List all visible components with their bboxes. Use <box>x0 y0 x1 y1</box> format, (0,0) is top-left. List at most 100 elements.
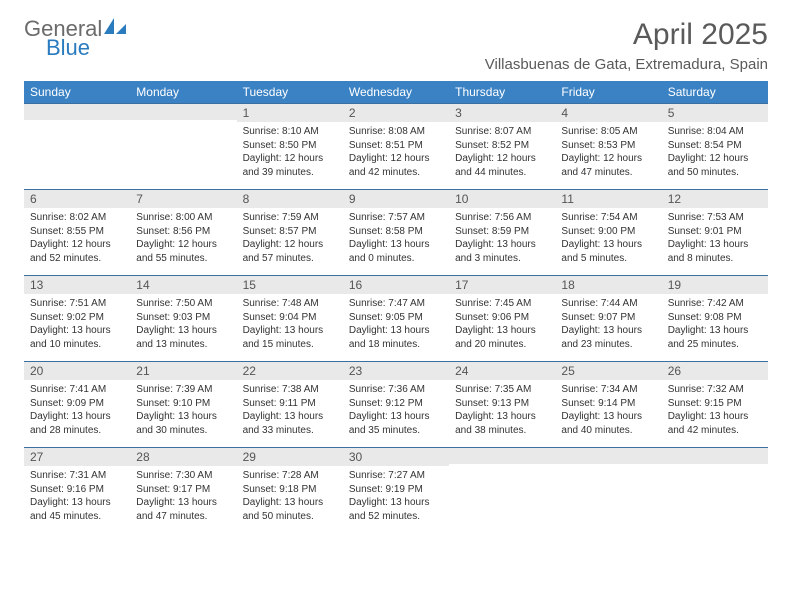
weekday-header: Saturday <box>662 81 768 104</box>
day-content: Sunrise: 7:36 AMSunset: 9:12 PMDaylight:… <box>343 380 449 443</box>
day-cell: 19Sunrise: 7:42 AMSunset: 9:08 PMDayligh… <box>662 276 768 362</box>
day-cell: 4 Sunrise: 8:05 AMSunset: 8:53 PMDaylight… <box>555 104 661 190</box>
daylight-text: Daylight: 13 hours and 13 minutes. <box>136 324 230 351</box>
day-content: Sunrise: 7:50 AMSunset: 9:03 PMDaylight:… <box>130 294 236 357</box>
day-number: 12 <box>662 190 768 208</box>
day-number: 7 <box>130 190 236 208</box>
sunset-text: Sunset: 9:13 PM <box>455 397 549 411</box>
day-cell: 16Sunrise: 7:47 AMSunset: 9:05 PMDayligh… <box>343 276 449 362</box>
sunrise-text: Sunrise: 7:35 AM <box>455 383 549 397</box>
day-content: Sunrise: 7:44 AMSunset: 9:07 PMDaylight:… <box>555 294 661 357</box>
sunrise-text: Sunrise: 7:59 AM <box>243 211 337 225</box>
day-cell <box>662 448 768 534</box>
week-row: 13Sunrise: 7:51 AMSunset: 9:02 PMDayligh… <box>24 276 768 362</box>
sunrise-text: Sunrise: 7:38 AM <box>243 383 337 397</box>
sunset-text: Sunset: 9:04 PM <box>243 311 337 325</box>
day-cell: 21Sunrise: 7:39 AMSunset: 9:10 PMDayligh… <box>130 362 236 448</box>
daylight-text: Daylight: 13 hours and 8 minutes. <box>668 238 762 265</box>
day-content: Sunrise: 8:04 AMSunset: 8:54 PMDaylight:… <box>662 122 768 185</box>
daylight-text: Daylight: 13 hours and 10 minutes. <box>30 324 124 351</box>
sunrise-text: Sunrise: 7:56 AM <box>455 211 549 225</box>
day-cell <box>555 448 661 534</box>
daylight-text: Daylight: 13 hours and 25 minutes. <box>668 324 762 351</box>
sunrise-text: Sunrise: 7:34 AM <box>561 383 655 397</box>
day-number: 30 <box>343 448 449 466</box>
day-cell: 25Sunrise: 7:34 AMSunset: 9:14 PMDayligh… <box>555 362 661 448</box>
sunrise-text: Sunrise: 8:05 AM <box>561 125 655 139</box>
day-number: 29 <box>237 448 343 466</box>
day-content: Sunrise: 7:34 AMSunset: 9:14 PMDaylight:… <box>555 380 661 443</box>
daylight-text: Daylight: 12 hours and 42 minutes. <box>349 152 443 179</box>
day-cell: 12Sunrise: 7:53 AMSunset: 9:01 PMDayligh… <box>662 190 768 276</box>
daylight-text: Daylight: 13 hours and 38 minutes. <box>455 410 549 437</box>
sunrise-text: Sunrise: 7:44 AM <box>561 297 655 311</box>
day-content: Sunrise: 7:27 AMSunset: 9:19 PMDaylight:… <box>343 466 449 529</box>
day-content <box>24 120 130 129</box>
logo: General Blue <box>24 18 126 59</box>
day-content: Sunrise: 7:51 AMSunset: 9:02 PMDaylight:… <box>24 294 130 357</box>
calendar-table: Sunday Monday Tuesday Wednesday Thursday… <box>24 81 768 534</box>
day-number: 27 <box>24 448 130 466</box>
day-content: Sunrise: 7:54 AMSunset: 9:00 PMDaylight:… <box>555 208 661 271</box>
day-number: 6 <box>24 190 130 208</box>
sunrise-text: Sunrise: 7:45 AM <box>455 297 549 311</box>
day-number <box>555 448 661 464</box>
sunrise-text: Sunrise: 8:10 AM <box>243 125 337 139</box>
calendar-page: General Blue April 2025 Villasbuenas de … <box>0 0 792 552</box>
daylight-text: Daylight: 12 hours and 47 minutes. <box>561 152 655 179</box>
sunrise-text: Sunrise: 7:51 AM <box>30 297 124 311</box>
day-number: 14 <box>130 276 236 294</box>
sunset-text: Sunset: 8:56 PM <box>136 225 230 239</box>
day-cell: 15Sunrise: 7:48 AMSunset: 9:04 PMDayligh… <box>237 276 343 362</box>
day-cell: 20Sunrise: 7:41 AMSunset: 9:09 PMDayligh… <box>24 362 130 448</box>
day-cell: 14Sunrise: 7:50 AMSunset: 9:03 PMDayligh… <box>130 276 236 362</box>
daylight-text: Daylight: 13 hours and 42 minutes. <box>668 410 762 437</box>
daylight-text: Daylight: 13 hours and 33 minutes. <box>243 410 337 437</box>
day-number <box>24 104 130 120</box>
day-number: 5 <box>662 104 768 122</box>
sunset-text: Sunset: 9:05 PM <box>349 311 443 325</box>
sunset-text: Sunset: 8:54 PM <box>668 139 762 153</box>
day-cell: 8Sunrise: 7:59 AMSunset: 8:57 PMDaylight… <box>237 190 343 276</box>
weekday-header: Tuesday <box>237 81 343 104</box>
day-number: 19 <box>662 276 768 294</box>
sunrise-text: Sunrise: 7:50 AM <box>136 297 230 311</box>
sunrise-text: Sunrise: 7:57 AM <box>349 211 443 225</box>
day-cell: 29Sunrise: 7:28 AMSunset: 9:18 PMDayligh… <box>237 448 343 534</box>
logo-sail-icon <box>104 18 126 39</box>
daylight-text: Daylight: 13 hours and 18 minutes. <box>349 324 443 351</box>
daylight-text: Daylight: 12 hours and 50 minutes. <box>668 152 762 179</box>
day-number <box>662 448 768 464</box>
daylight-text: Daylight: 12 hours and 57 minutes. <box>243 238 337 265</box>
sunset-text: Sunset: 8:53 PM <box>561 139 655 153</box>
day-cell: 3Sunrise: 8:07 AMSunset: 8:52 PMDaylight… <box>449 104 555 190</box>
day-content: Sunrise: 7:57 AMSunset: 8:58 PMDaylight:… <box>343 208 449 271</box>
day-content: Sunrise: 7:31 AMSunset: 9:16 PMDaylight:… <box>24 466 130 529</box>
day-number: 2 <box>343 104 449 122</box>
sunrise-text: Sunrise: 7:36 AM <box>349 383 443 397</box>
day-content: Sunrise: 7:48 AMSunset: 9:04 PMDaylight:… <box>237 294 343 357</box>
day-content: Sunrise: 8:02 AMSunset: 8:55 PMDaylight:… <box>24 208 130 271</box>
sunset-text: Sunset: 9:18 PM <box>243 483 337 497</box>
daylight-text: Daylight: 13 hours and 50 minutes. <box>243 496 337 523</box>
sunset-text: Sunset: 9:15 PM <box>668 397 762 411</box>
day-number: 21 <box>130 362 236 380</box>
sunset-text: Sunset: 9:11 PM <box>243 397 337 411</box>
day-number: 13 <box>24 276 130 294</box>
daylight-text: Daylight: 13 hours and 20 minutes. <box>455 324 549 351</box>
sunrise-text: Sunrise: 7:47 AM <box>349 297 443 311</box>
weekday-header: Thursday <box>449 81 555 104</box>
daylight-text: Daylight: 13 hours and 23 minutes. <box>561 324 655 351</box>
day-number: 28 <box>130 448 236 466</box>
day-content: Sunrise: 8:08 AMSunset: 8:51 PMDaylight:… <box>343 122 449 185</box>
sunrise-text: Sunrise: 7:39 AM <box>136 383 230 397</box>
day-number: 26 <box>662 362 768 380</box>
day-number: 15 <box>237 276 343 294</box>
day-cell: 30Sunrise: 7:27 AMSunset: 9:19 PMDayligh… <box>343 448 449 534</box>
sunset-text: Sunset: 9:01 PM <box>668 225 762 239</box>
sunset-text: Sunset: 9:09 PM <box>30 397 124 411</box>
day-number: 4 <box>555 104 661 122</box>
day-content: Sunrise: 7:41 AMSunset: 9:09 PMDaylight:… <box>24 380 130 443</box>
daylight-text: Daylight: 13 hours and 45 minutes. <box>30 496 124 523</box>
day-number: 9 <box>343 190 449 208</box>
